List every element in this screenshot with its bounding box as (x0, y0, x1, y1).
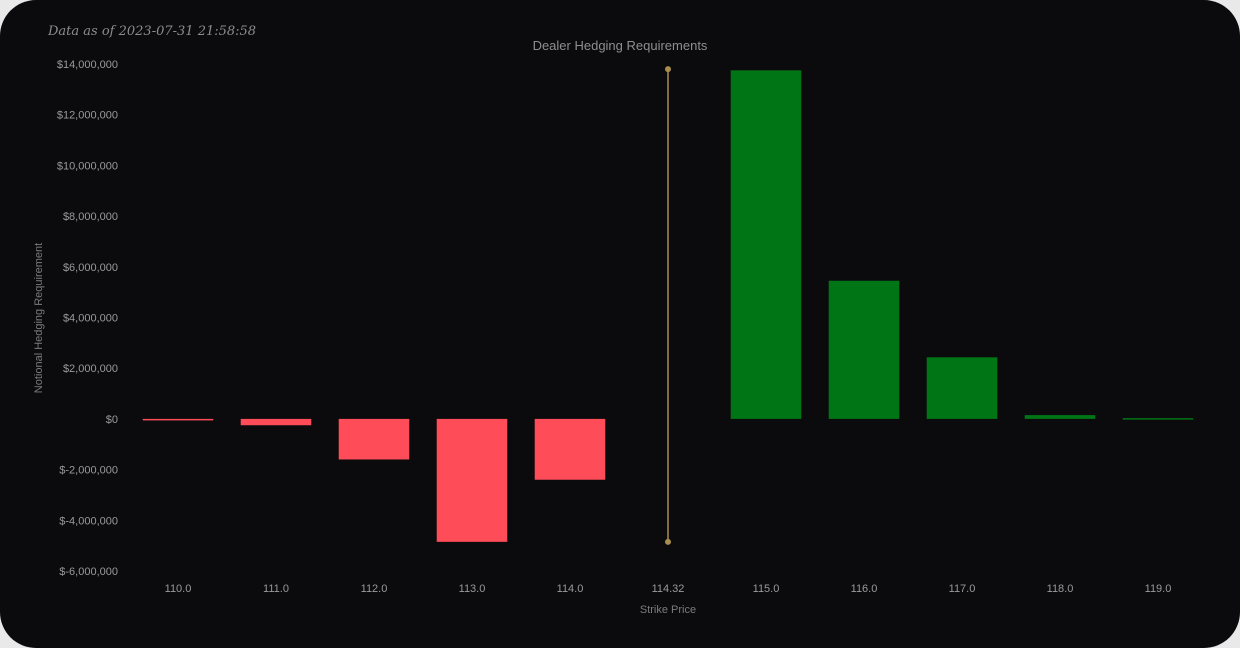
y-axis-label: Notional Hedging Requirement (33, 243, 45, 393)
chart-title: Dealer Hedging Requirements (533, 38, 708, 53)
y-tick-label: $6,000,000 (63, 262, 118, 274)
y-tick-label: $0 (106, 414, 118, 426)
y-tick-label: $14,000,000 (57, 59, 118, 71)
y-tick-label: $-4,000,000 (59, 515, 118, 527)
y-tick-label: $10,000,000 (57, 160, 118, 172)
x-tick-label: 115.0 (753, 583, 780, 595)
x-tick-label: 110.0 (165, 583, 192, 595)
bar[interactable] (436, 418, 508, 542)
bar[interactable] (1122, 418, 1194, 420)
y-tick-label: $-2,000,000 (59, 465, 118, 477)
x-axis-label: Strike Price (640, 604, 696, 616)
y-tick-label: $-6,000,000 (59, 566, 118, 578)
x-tick-label: 119.0 (1145, 583, 1172, 595)
x-tick-label: 117.0 (949, 583, 976, 595)
bar[interactable] (534, 418, 606, 480)
y-tick-label: $2,000,000 (63, 363, 118, 375)
x-tick-label: 114.32 (652, 583, 685, 595)
bar[interactable] (240, 418, 312, 426)
bar[interactable] (142, 418, 214, 421)
y-tick-label: $12,000,000 (57, 110, 118, 122)
x-tick-label: 114.0 (557, 583, 584, 595)
x-tick-label: 118.0 (1047, 583, 1074, 595)
x-tick-label: 111.0 (263, 583, 289, 595)
spot-price-marker (665, 66, 671, 545)
bar[interactable] (338, 418, 410, 460)
y-axis: $14,000,000 $12,000,000 $10,000,000 $8,000,… (57, 59, 118, 578)
x-tick-label: 113.0 (459, 583, 486, 595)
y-tick-label: $8,000,000 (63, 211, 118, 223)
spot-marker-bottom-dot (665, 538, 671, 545)
data-timestamp: Data as of 2023-07-31 21:58:58 (48, 24, 257, 39)
bar[interactable] (828, 280, 900, 419)
bar[interactable] (926, 357, 998, 419)
bar[interactable] (730, 70, 802, 419)
spot-marker-top-dot (665, 66, 671, 73)
y-tick-label: $4,000,000 (63, 313, 118, 325)
x-tick-label: 116.0 (851, 583, 878, 595)
x-tick-label: 112.0 (361, 583, 388, 595)
x-axis: 110.0 111.0 112.0 113.0 114.0 114.32 115.0 116.… (165, 583, 1172, 595)
bars (142, 70, 1194, 542)
bar[interactable] (1024, 415, 1096, 419)
